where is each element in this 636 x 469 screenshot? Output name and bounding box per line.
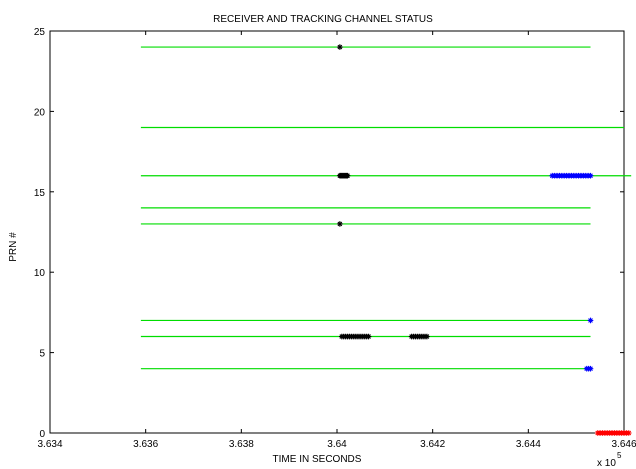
data-point-marker — [344, 172, 351, 179]
y-tick-label: 15 — [34, 188, 46, 199]
status-markers — [337, 44, 632, 436]
x-tick-label: 3.644 — [516, 439, 541, 450]
data-point-marker — [365, 333, 372, 340]
data-point-marker — [587, 317, 594, 324]
x-multiplier-exponent: 5 — [617, 451, 622, 460]
data-point-marker — [625, 430, 632, 436]
y-tick-label: 10 — [34, 268, 46, 279]
data-point-marker — [337, 221, 343, 227]
x-tick-label: 3.646 — [611, 439, 636, 450]
data-point-marker — [424, 333, 430, 340]
x-tick-label: 3.64 — [327, 439, 347, 450]
x-tick-label: 3.642 — [420, 439, 445, 450]
data-point-marker — [337, 44, 343, 50]
y-tick-label: 5 — [39, 349, 45, 360]
tracking-lines — [140, 46, 632, 370]
y-axis-label: PRN # — [8, 232, 19, 262]
x-tick-label: 3.638 — [229, 439, 254, 450]
data-point-marker — [587, 365, 594, 372]
data-point-marker — [587, 172, 594, 179]
x-multiplier-label: x 10 — [597, 458, 616, 469]
y-axis: 0 5 10 15 20 25 — [34, 27, 624, 440]
y-tick-label: 0 — [39, 429, 45, 440]
x-tick-label: 3.634 — [37, 439, 62, 450]
y-tick-label: 20 — [34, 107, 46, 118]
plot-area-frame — [49, 30, 625, 434]
x-tick-label: 3.636 — [133, 439, 158, 450]
x-axis: 3.634 3.636 3.638 3.64 3.642 3.644 3.646 — [37, 31, 636, 450]
x-axis-label: TIME IN SECONDS — [273, 454, 362, 465]
y-tick-label: 25 — [34, 27, 46, 38]
chart-title: RECEIVER AND TRACKING CHANNEL STATUS — [213, 14, 433, 25]
